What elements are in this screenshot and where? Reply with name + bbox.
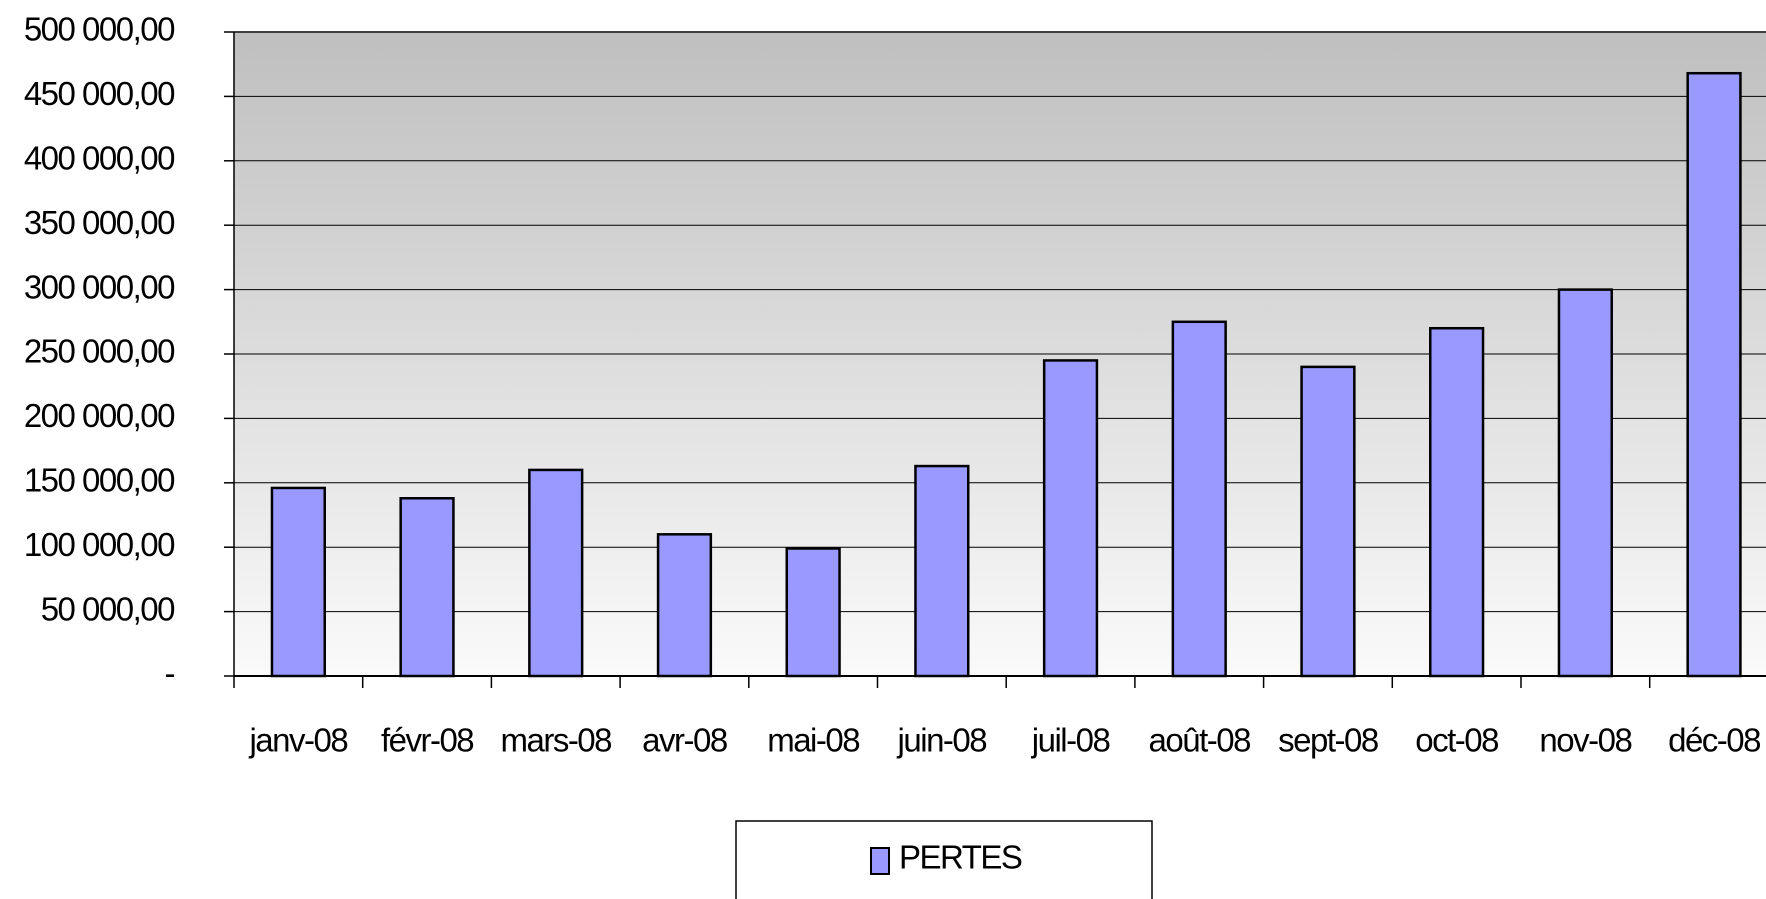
legend-label: PERTES	[899, 839, 1022, 876]
y-tick-label: 400 000,00	[24, 140, 175, 177]
x-tick-label: sept-08	[1278, 722, 1378, 759]
bar	[785, 547, 841, 678]
x-tick-label: déc-08	[1668, 722, 1760, 759]
bar	[656, 533, 713, 678]
y-tick-label: 200 000,00	[24, 397, 175, 434]
x-tick-label: juil-08	[1031, 722, 1110, 759]
y-tick-label: 50 000,00	[41, 590, 175, 627]
x-tick-label: août-08	[1149, 722, 1251, 759]
y-tick-label: 500 000,00	[24, 11, 175, 48]
y-tick-label: 250 000,00	[24, 333, 175, 370]
x-tick-label: avr-08	[642, 722, 727, 759]
legend-swatch	[870, 847, 890, 875]
x-tick-label: janv-08	[248, 722, 347, 759]
grid	[224, 31, 1766, 688]
x-tick-label: nov-08	[1539, 722, 1631, 759]
bar	[528, 468, 584, 678]
y-tick-label: 350 000,00	[24, 204, 175, 241]
x-tick-label: mai-08	[767, 722, 859, 759]
x-tick-label: mars-08	[500, 722, 611, 759]
bars	[270, 71, 1742, 678]
bar	[1171, 320, 1227, 678]
y-tick-label: 150 000,00	[24, 462, 175, 499]
bar	[1557, 288, 1613, 678]
x-tick-label: févr-08	[381, 722, 473, 759]
y-tick-label: -	[165, 655, 175, 692]
bar	[1042, 359, 1099, 678]
y-tick-label: 450 000,00	[24, 75, 175, 112]
bar	[270, 486, 326, 678]
y-tick-label: 100 000,00	[24, 526, 175, 563]
bar	[1686, 71, 1742, 678]
x-tick-label: juin-08	[897, 722, 987, 759]
bar	[399, 497, 455, 678]
y-tick-label: 300 000,00	[24, 268, 175, 305]
bar	[914, 464, 970, 678]
x-tick-label: oct-08	[1415, 722, 1498, 759]
legend-box	[735, 820, 1153, 899]
bar	[1300, 365, 1356, 678]
bar	[1429, 326, 1485, 678]
